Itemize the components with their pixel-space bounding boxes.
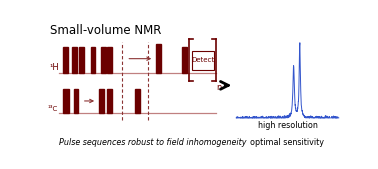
Bar [72, 47, 77, 73]
Text: Detect: Detect [191, 57, 215, 63]
Bar [91, 47, 95, 73]
Text: n: n [217, 83, 222, 92]
Bar [135, 89, 140, 113]
Text: high resolution: high resolution [257, 121, 318, 130]
Text: optimal sensitivity: optimal sensitivity [251, 138, 324, 147]
Bar [99, 89, 104, 113]
Text: Pulse sequences robust to field inhomogeneity: Pulse sequences robust to field inhomoge… [59, 138, 246, 147]
Bar [156, 44, 161, 73]
Bar [192, 51, 214, 70]
Bar [64, 89, 69, 113]
Text: ¹³C: ¹³C [48, 106, 58, 112]
Text: Small-volume NMR: Small-volume NMR [50, 24, 161, 37]
Text: ¹H: ¹H [50, 63, 59, 72]
Bar [101, 47, 106, 73]
Bar [74, 89, 78, 113]
Bar [107, 89, 112, 113]
Bar [79, 47, 84, 73]
Bar [182, 47, 187, 73]
Bar [107, 47, 112, 73]
Bar [64, 47, 68, 73]
